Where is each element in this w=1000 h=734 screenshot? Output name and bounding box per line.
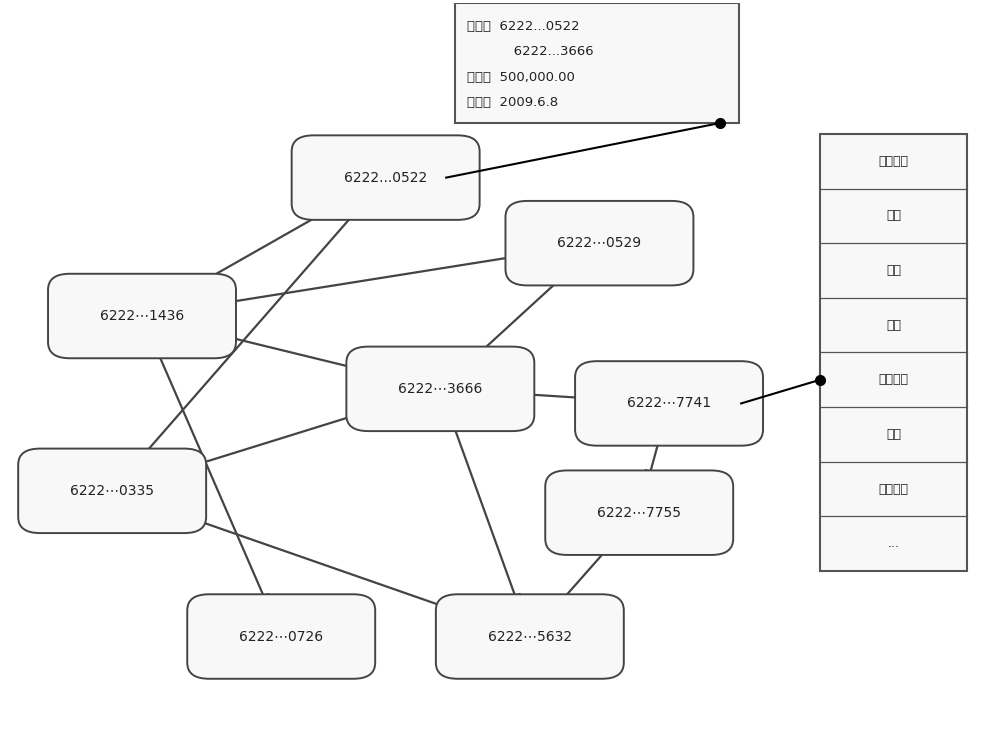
FancyBboxPatch shape	[820, 134, 967, 571]
FancyBboxPatch shape	[455, 3, 739, 123]
FancyBboxPatch shape	[575, 361, 763, 446]
Text: 6222⋯7741: 6222⋯7741	[627, 396, 711, 410]
Text: 机构: 机构	[886, 319, 901, 332]
FancyBboxPatch shape	[505, 201, 693, 286]
FancyBboxPatch shape	[18, 448, 206, 533]
Text: 6222...0522: 6222...0522	[344, 170, 427, 185]
Text: 账号：  6222...0522: 账号： 6222...0522	[467, 20, 580, 33]
Text: 开户日期: 开户日期	[879, 374, 909, 386]
Text: 6222⋯0529: 6222⋯0529	[557, 236, 642, 250]
FancyBboxPatch shape	[436, 595, 624, 679]
Text: 时间：  2009.6.8: 时间： 2009.6.8	[467, 96, 558, 109]
Text: 6222⋯3666: 6222⋯3666	[398, 382, 483, 396]
Text: 6222⋯0726: 6222⋯0726	[239, 630, 323, 644]
Text: 账号: 账号	[886, 209, 901, 222]
Text: 6222⋯5632: 6222⋯5632	[488, 630, 572, 644]
FancyBboxPatch shape	[48, 274, 236, 358]
FancyBboxPatch shape	[545, 470, 733, 555]
Text: 6222⋯1436: 6222⋯1436	[100, 309, 184, 323]
FancyBboxPatch shape	[187, 595, 375, 679]
Text: 6222⋯7755: 6222⋯7755	[597, 506, 681, 520]
Text: 客户信息: 客户信息	[879, 155, 909, 167]
Text: 证件号码: 证件号码	[879, 482, 909, 495]
FancyBboxPatch shape	[346, 346, 534, 431]
Text: 姓名: 姓名	[886, 264, 901, 277]
Text: 6222⋯0335: 6222⋯0335	[70, 484, 154, 498]
Text: 6222...3666: 6222...3666	[467, 46, 594, 59]
Text: 证件: 证件	[886, 428, 901, 441]
FancyBboxPatch shape	[292, 135, 480, 220]
Text: 金额：  500,000.00: 金额： 500,000.00	[467, 71, 575, 84]
Text: ...: ...	[888, 537, 900, 550]
